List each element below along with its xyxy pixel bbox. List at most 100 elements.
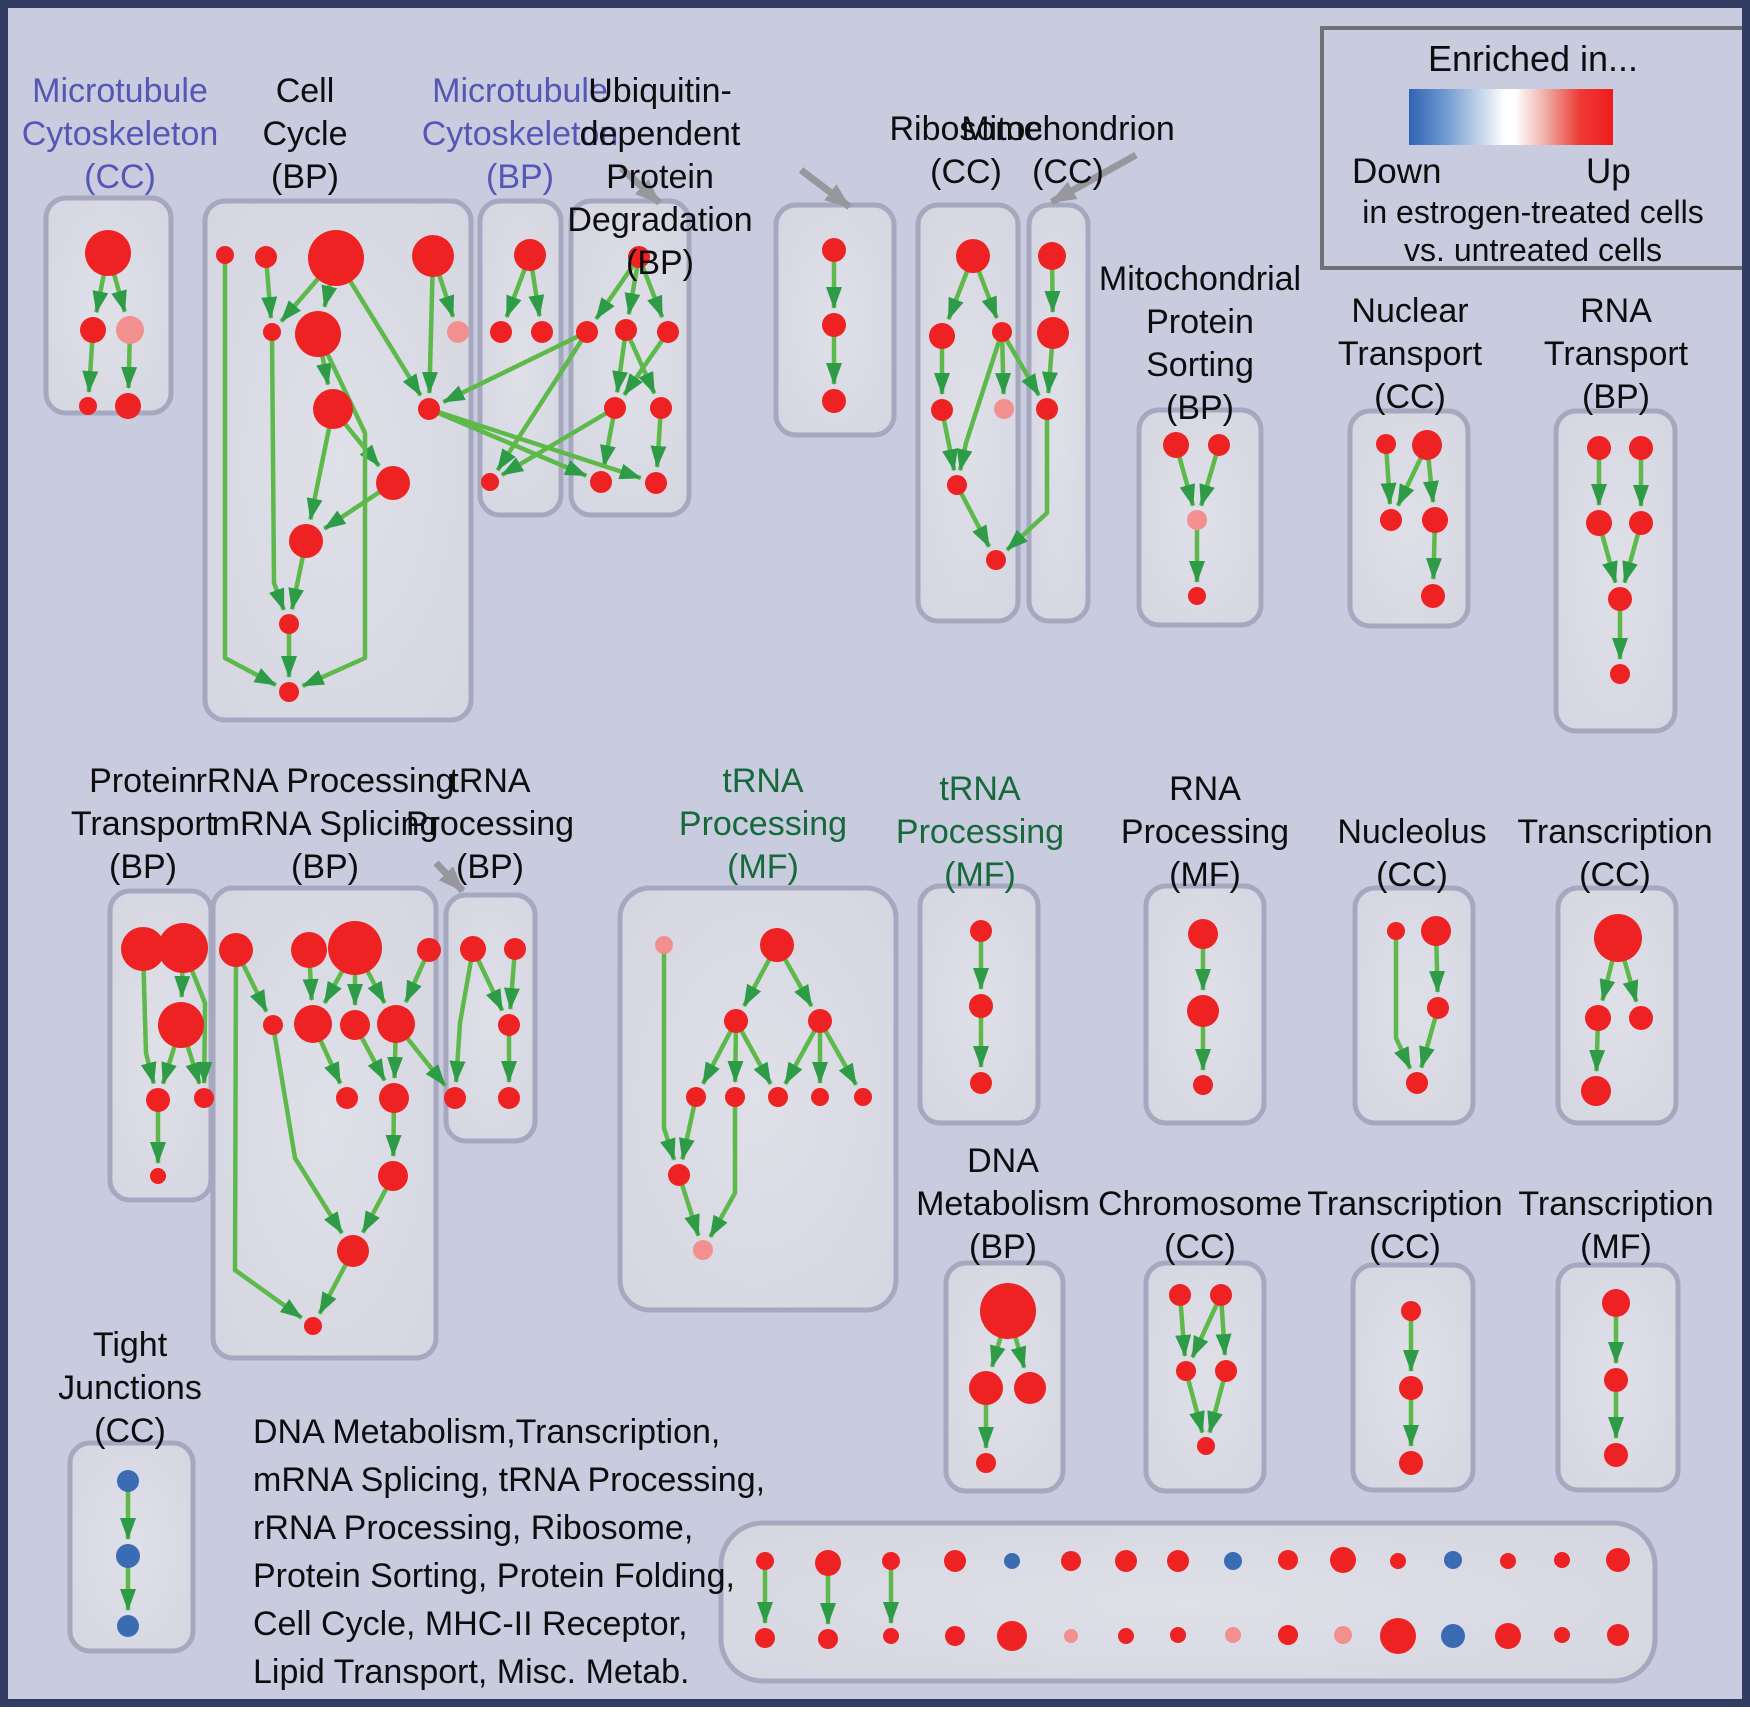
go-term-node	[992, 322, 1012, 342]
go-term-node	[158, 1002, 204, 1048]
go-term-node	[1387, 922, 1405, 940]
go-term-node	[1554, 1627, 1570, 1643]
go-term-node	[1188, 919, 1218, 949]
enrichment-edge	[1380, 443, 1397, 505]
go-term-node	[1422, 507, 1448, 533]
go-term-node	[997, 1621, 1027, 1651]
go-term-node	[1602, 1289, 1630, 1317]
go-term-node	[615, 319, 637, 341]
go-term-node	[854, 1088, 872, 1106]
go-term-node	[1581, 1076, 1611, 1106]
go-term-node	[117, 1470, 139, 1492]
go-term-node	[490, 321, 512, 343]
go-term-node	[279, 682, 299, 702]
go-term-node	[822, 313, 846, 337]
go-term-node	[1610, 664, 1630, 684]
go-term-node	[79, 397, 97, 415]
go-term-node	[1037, 317, 1069, 349]
enrichment-edge	[623, 329, 657, 395]
go-term-node	[1167, 1550, 1189, 1572]
cluster-box-rna-transport	[1553, 408, 1678, 734]
go-term-node	[1163, 432, 1189, 458]
legend-subtitle-1: in estrogen-treated cells	[1362, 194, 1704, 230]
go-term-node	[970, 1072, 992, 1094]
go-term-node	[1278, 1550, 1298, 1570]
go-term-node	[379, 1083, 409, 1113]
go-term-node	[994, 399, 1014, 419]
go-term-node	[1115, 1550, 1137, 1572]
go-term-node	[815, 1550, 841, 1576]
go-term-node	[969, 1371, 1003, 1405]
label-pointer-arrow	[1049, 151, 1138, 206]
enrichment-edge	[232, 949, 303, 1320]
go-term-node	[1401, 1301, 1421, 1321]
enrichment-edge	[421, 255, 438, 394]
go-term-node	[693, 1240, 713, 1260]
enrichment-edge	[222, 255, 277, 687]
go-term-node	[337, 1235, 369, 1267]
go-term-node	[255, 246, 277, 268]
go-term-node	[1187, 510, 1207, 530]
enrichment-edge	[449, 948, 476, 1083]
go-term-node	[969, 994, 993, 1018]
enrichment-edge	[301, 333, 368, 688]
go-term-node	[378, 1161, 408, 1191]
enrichment-edge	[995, 331, 1012, 395]
go-term-node	[150, 1168, 166, 1184]
go-term-node	[1014, 1372, 1046, 1404]
go-term-node	[645, 472, 667, 494]
go-term-node	[1421, 584, 1445, 608]
enrichment-edge	[269, 331, 286, 611]
enrichment-edge	[140, 948, 157, 1085]
go-term-node	[650, 397, 672, 419]
misc-terms-line: Cell Cycle, MHC-II Receptor,	[253, 1605, 688, 1643]
go-term-node	[604, 397, 626, 419]
go-term-node	[295, 311, 341, 357]
go-term-node	[1170, 1627, 1186, 1643]
go-term-node	[121, 927, 165, 971]
go-term-node	[657, 321, 679, 343]
go-term-node	[1215, 1360, 1237, 1382]
enrichment-edge	[679, 1096, 699, 1161]
cluster-box-chromosome	[1143, 1260, 1267, 1494]
go-term-node	[1399, 1376, 1423, 1400]
enrichment-edge	[818, 1019, 859, 1086]
cluster-box-misc-terms	[718, 1520, 1658, 1684]
cluster-box-nuclear-transport	[1347, 408, 1471, 629]
go-enrichment-network	[43, 151, 1681, 1684]
go-term-node	[1278, 1625, 1298, 1645]
go-term-node	[194, 1088, 214, 1108]
go-term-node	[418, 398, 440, 420]
go-term-node	[755, 1628, 775, 1648]
legend-title: Enriched in...	[1427, 38, 1639, 79]
go-term-node	[1193, 1075, 1213, 1095]
cross-cluster-edge	[1000, 330, 1041, 397]
go-term-node	[531, 321, 553, 343]
enrichment-edge	[955, 483, 992, 548]
go-term-node	[1188, 587, 1206, 605]
label-pointer-arrow	[433, 860, 466, 894]
go-term-node	[289, 524, 323, 558]
label-pointer-arrow	[798, 167, 852, 210]
go-term-node	[725, 1087, 745, 1107]
go-term-node	[1004, 1553, 1020, 1569]
misc-terms-line: Protein Sorting, Protein Folding,	[253, 1557, 735, 1595]
go-term-node	[447, 321, 469, 343]
go-term-node	[304, 1317, 322, 1335]
go-term-node	[1208, 434, 1230, 456]
go-term-node	[1197, 1437, 1215, 1455]
enrichment-edge	[594, 255, 641, 321]
go-term-node	[294, 1005, 332, 1043]
cluster-box-ubiquitin-degradation-1	[568, 198, 692, 518]
go-term-node	[1061, 1551, 1081, 1571]
go-term-node	[818, 1629, 838, 1649]
misc-terms-line: Lipid Transport, Misc. Metab.	[253, 1653, 690, 1691]
go-term-node	[1376, 434, 1396, 454]
go-term-node	[1038, 242, 1066, 270]
go-term-node	[279, 614, 299, 634]
go-term-node	[1421, 916, 1451, 946]
go-term-node	[1495, 1623, 1521, 1649]
go-term-node	[945, 1626, 965, 1646]
go-term-node	[481, 473, 499, 491]
go-term-node	[1629, 436, 1653, 460]
